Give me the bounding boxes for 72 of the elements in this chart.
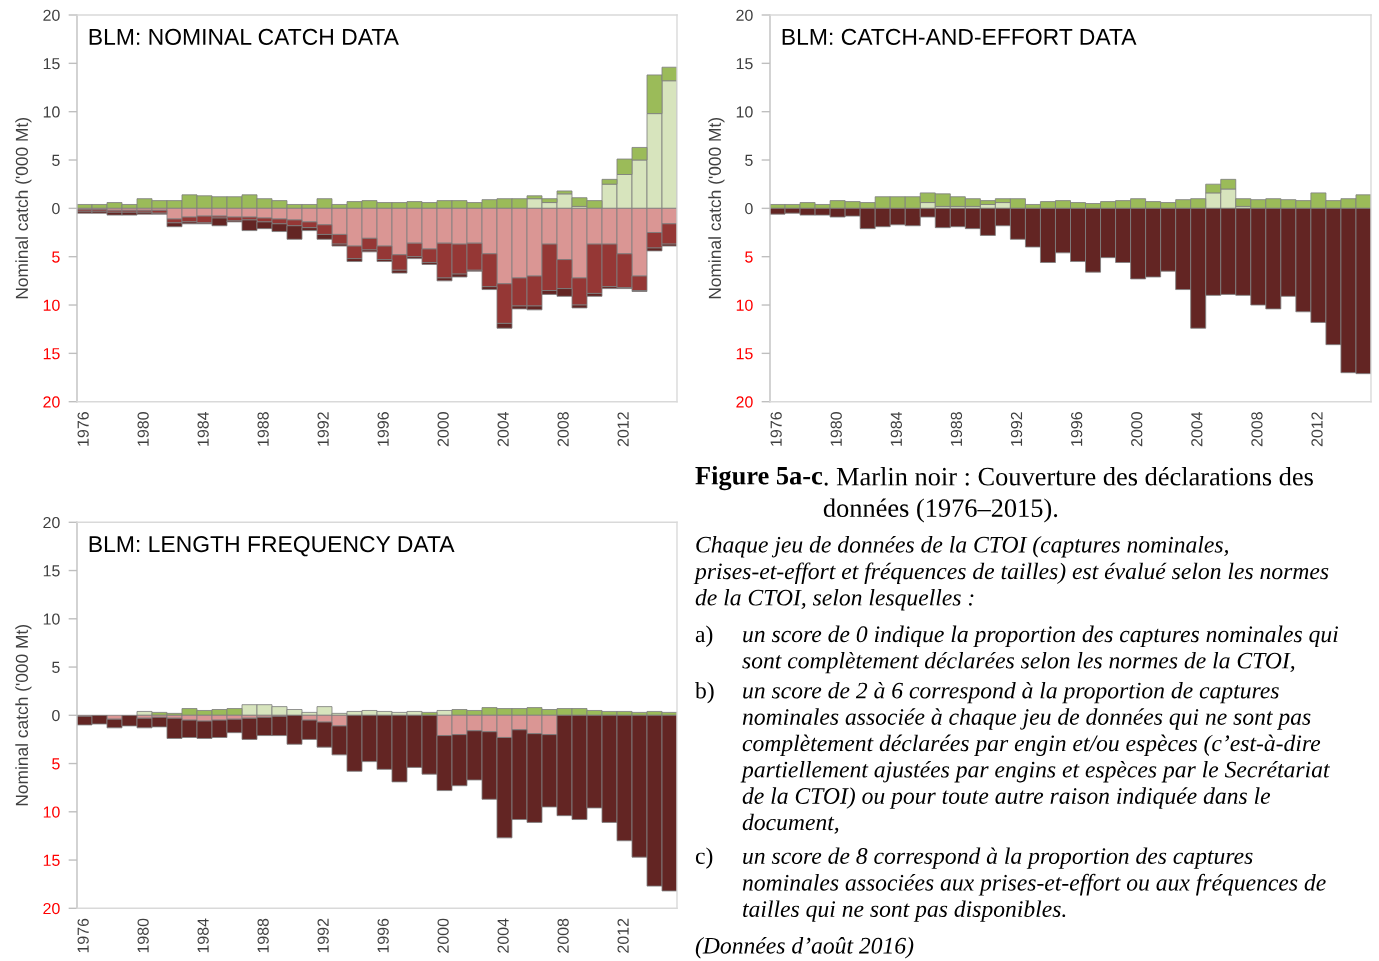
text: un score de 2 à 6 correspond à la proportion de captures nominales associée à chaque jeu de données qui ne sont pas complètement déclarées par engin et/ou espèces (c’est-à-dire partiellement ajustées par engins et espèces par le Secrétariat de la CTOI) ou pour toute autre raison indiquée dans le document,: [740, 681, 1330, 834]
x-tick-label: 1996: [377, 412, 389, 446]
text: a): [695, 625, 713, 648]
x-tick-label: 2012: [1311, 412, 1323, 447]
text: b): [695, 681, 714, 704]
y-axis-title: Nominal catch ('000 Mt): [15, 118, 32, 299]
y-tick-label: 20: [43, 516, 60, 529]
y-tick-label: 10: [43, 613, 60, 625]
y-tick-label: 15: [43, 58, 60, 70]
x-tick-label: 1976: [77, 918, 89, 953]
x-tick-label: 1996: [1070, 412, 1083, 446]
x-tick-label: 2004: [1191, 411, 1203, 447]
x-tick-label: 2004: [497, 918, 509, 953]
x-tick-label: 2000: [437, 412, 449, 447]
chart-title: BLM: NOMINAL CATCH DATA: [89, 28, 399, 45]
x-tick-label: 2008: [1251, 412, 1263, 447]
x-tick-label: 1988: [950, 412, 963, 446]
y-tick-label: 10: [43, 299, 60, 311]
x-tick-label: 1988: [257, 412, 269, 446]
x-tick-label: 1992: [1010, 412, 1023, 446]
y-tick-label: 10: [43, 806, 60, 818]
y-tick-label: 15: [43, 854, 60, 866]
x-tick-label: 2000: [437, 918, 449, 953]
y-tick-label: 20: [43, 902, 60, 915]
x-tick-label: 1980: [830, 412, 842, 446]
y-tick-label: 5: [52, 661, 60, 673]
x-tick-label: 1984: [890, 411, 902, 446]
x-tick-label: 1996: [377, 918, 389, 953]
y-tick-label: 5: [52, 758, 60, 770]
y-tick-label: 10: [736, 106, 753, 118]
y-tick-label: 10: [43, 106, 60, 118]
text: (Données d’août 2016): [695, 937, 914, 959]
y-tick-label: 15: [43, 565, 60, 577]
y-tick-label: 5: [52, 251, 60, 263]
x-tick-label: 1980: [137, 918, 149, 953]
text: c): [695, 847, 713, 869]
text: BLM: LENGTH FREQUENCY DATA: [89, 536, 455, 557]
x-tick-label: 1988: [257, 918, 269, 953]
y-tick-label: 20: [43, 396, 60, 408]
y-tick-label: 15: [736, 58, 753, 70]
x-tick-label: 2000: [1131, 412, 1143, 447]
x-tick-label: 2012: [617, 918, 629, 953]
y-tick-label: 5: [745, 154, 753, 166]
y-tick-label: 20: [736, 9, 753, 21]
x-tick-label: 2004: [497, 411, 509, 447]
y-tick-label: 0: [745, 202, 753, 215]
y-tick-label: 15: [43, 348, 60, 360]
y-tick-label: 15: [736, 348, 753, 360]
y-tick-label: 10: [736, 299, 753, 311]
chart-title: BLM: CATCH-AND-EFFORT DATA: [782, 28, 1137, 45]
x-tick-label: 1992: [317, 918, 329, 953]
text: Chaque jeu de données de la CTOI (captures nominales, prises-et-effort et fréquences de tailles) est évalué selon les normes de la CTOI, selon lesquelles :: [693, 536, 1329, 611]
text: Figure 5a-c: [695, 466, 823, 491]
y-tick-label: 0: [52, 202, 60, 215]
y-axis-title: Nominal catch ('000 Mt): [15, 624, 32, 806]
text: . Marlin noir : Couverture des déclarations des données (1976–2015).: [823, 466, 1313, 523]
x-tick-label: 2008: [557, 918, 569, 953]
y-tick-label: 5: [745, 251, 753, 263]
y-tick-label: 20: [736, 396, 753, 408]
x-tick-label: 1976: [770, 412, 782, 446]
y-tick-label: 5: [52, 154, 60, 166]
x-tick-label: 1992: [317, 412, 329, 446]
x-tick-label: 1980: [137, 412, 149, 446]
x-tick-label: 2012: [617, 412, 629, 447]
y-tick-label: 20: [43, 9, 60, 21]
x-tick-label: 1976: [77, 412, 89, 446]
text: un score de 8 correspond à la proportion des captures nominales associées aux prises-et-effort ou aux fréquences de tailles qui ne sont pas disponibles.: [742, 847, 1326, 922]
y-tick-label: 0: [52, 709, 60, 722]
x-tick-label: 1984: [197, 918, 209, 953]
x-tick-label: 1984: [197, 411, 209, 446]
y-axis-title: Nominal catch ('000 Mt): [708, 118, 725, 299]
x-tick-label: 2008: [557, 412, 569, 447]
